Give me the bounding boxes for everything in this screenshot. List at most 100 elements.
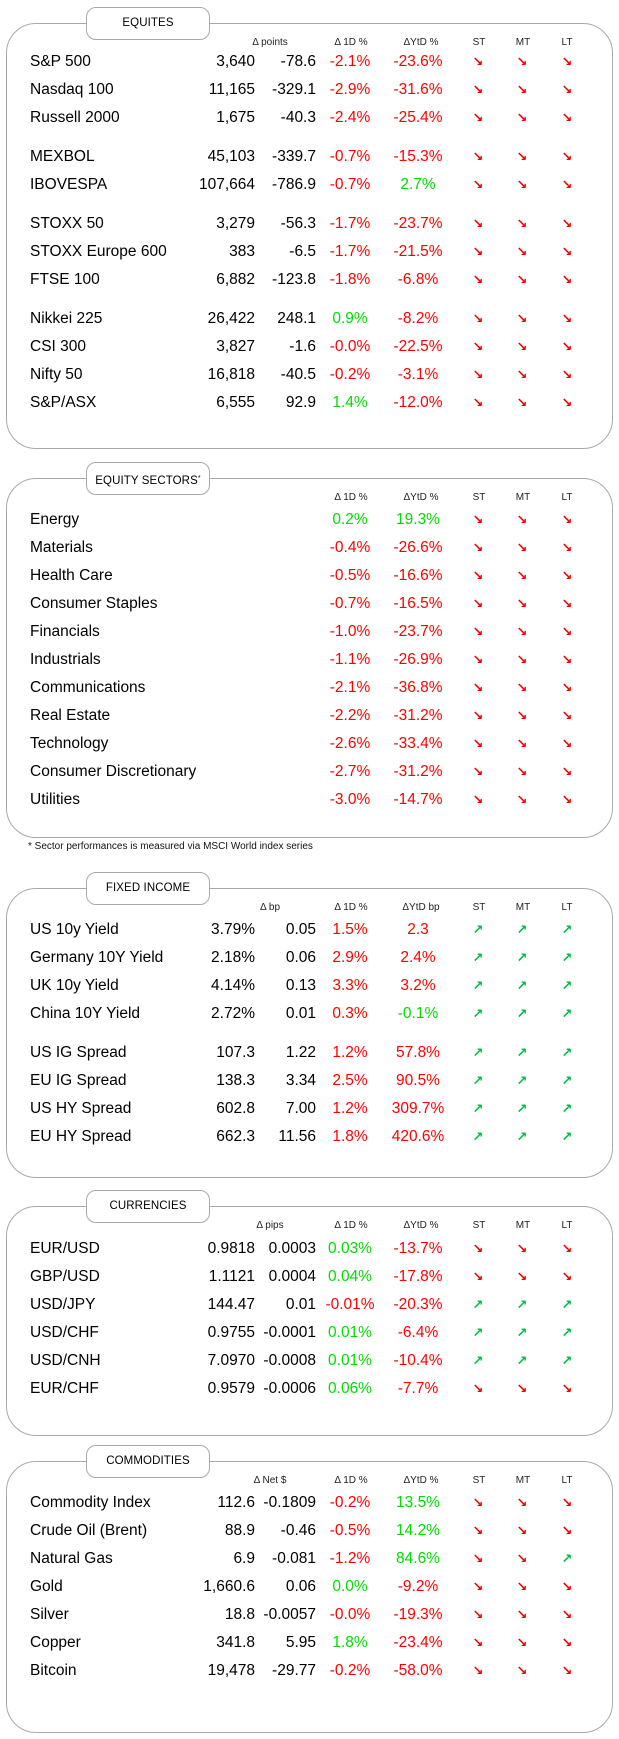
instrument-name: EUR/CHF	[30, 1380, 99, 1397]
trend-up-arrow-icon: ↗	[561, 1045, 573, 1060]
table-row: Utilities -3.0% -14.7% ↘ ↘ ↘	[0, 788, 619, 812]
trend-down-arrow-icon: ↘	[516, 512, 528, 527]
trend-down-arrow-icon: ↘	[516, 1381, 528, 1396]
trend-up-arrow-icon: ↗	[516, 1297, 528, 1312]
trend-down-arrow-icon: ↘	[472, 54, 484, 69]
level-value: 26,422	[207, 310, 255, 327]
trend-down-arrow-icon: ↘	[516, 736, 528, 751]
change-1d: 0.3%	[332, 1005, 368, 1022]
level-value: 6,882	[216, 271, 255, 288]
instrument-name: Nifty 50	[30, 366, 83, 383]
column-headers: Δ bp Δ 1D % ΔYtD bp ST MT LT	[7, 902, 612, 916]
table-row: Communications -2.1% -36.8% ↘ ↘ ↘	[0, 676, 619, 700]
change-1d: -0.5%	[329, 1522, 371, 1539]
table-row: FTSE 100 6,882 -123.8 -1.8% -6.8% ↘ ↘ ↘	[0, 268, 619, 292]
footnote: * Sector performances is measured via MS…	[28, 841, 313, 852]
change-1d: 0.0%	[332, 1578, 368, 1595]
instrument-name: EU HY Spread	[30, 1128, 132, 1145]
change-1d: 0.2%	[332, 511, 368, 528]
change-ytd: -0.1%	[397, 1005, 439, 1022]
change-ytd: -21.5%	[393, 243, 443, 260]
section-title: EQUITY SECTORS*	[86, 462, 210, 495]
trend-down-arrow-icon: ↘	[561, 149, 573, 164]
trend-down-arrow-icon: ↘	[472, 1663, 484, 1678]
change-ytd: -31.2%	[393, 763, 443, 780]
change-1d: 0.01%	[328, 1352, 372, 1369]
level-value: 16,818	[207, 366, 255, 383]
trend-down-arrow-icon: ↘	[516, 708, 528, 723]
level-value: 18.8	[224, 1606, 255, 1623]
trend-up-arrow-icon: ↗	[561, 1006, 573, 1021]
trend-up-arrow-icon: ↗	[516, 978, 528, 993]
trend-down-arrow-icon: ↘	[561, 568, 573, 583]
change-1d: -2.9%	[329, 81, 371, 98]
change-1d: -2.4%	[329, 109, 371, 126]
trend-down-arrow-icon: ↘	[561, 652, 573, 667]
instrument-name: Financials	[30, 623, 100, 640]
change-1d: -1.7%	[329, 215, 371, 232]
instrument-name: STOXX Europe 600	[30, 243, 167, 260]
delta-value: 0.01	[285, 1005, 316, 1022]
fixed-panel: Δ bp Δ 1D % ΔYtD bp ST MT LT	[6, 888, 613, 1178]
delta-value: 11.56	[278, 1128, 316, 1145]
trend-down-arrow-icon: ↘	[516, 1551, 528, 1566]
trend-down-arrow-icon: ↘	[472, 1381, 484, 1396]
delta-value: -0.1809	[263, 1494, 316, 1511]
trend-down-arrow-icon: ↘	[472, 177, 484, 192]
section-title-text: FIXED INCOME	[105, 882, 191, 894]
trend-down-arrow-icon: ↘	[516, 1579, 528, 1594]
trend-down-arrow-icon: ↘	[472, 1579, 484, 1594]
column-header: MT	[515, 37, 531, 48]
change-1d: 3.3%	[332, 977, 368, 994]
instrument-name: Materials	[30, 539, 93, 556]
delta-value: 0.13	[285, 977, 316, 994]
trend-up-arrow-icon: ↗	[516, 1006, 528, 1021]
table-row: STOXX Europe 600 383 -6.5 -1.7% -21.5% ↘ ↘ ↘	[0, 240, 619, 264]
instrument-name: Industrials	[30, 651, 101, 668]
level-value: 19,478	[207, 1662, 255, 1679]
change-1d: -0.0%	[329, 338, 371, 355]
trend-up-arrow-icon: ↗	[561, 1325, 573, 1340]
table-row: Silver 18.8 -0.0057 -0.0% -19.3% ↘ ↘ ↘	[0, 1603, 619, 1627]
column-header: Δ pips	[256, 1220, 284, 1231]
trend-down-arrow-icon: ↘	[472, 512, 484, 527]
change-1d: 0.03%	[328, 1240, 372, 1257]
level-value: 144.47	[207, 1296, 255, 1313]
level-value: 1.1121	[208, 1268, 255, 1285]
change-1d: -2.2%	[329, 707, 371, 724]
delta-value: -6.5	[289, 243, 316, 260]
sectors-panel: Δ 1D % ΔYtD % ST MT LT	[6, 478, 613, 838]
trend-down-arrow-icon: ↘	[561, 1495, 573, 1510]
delta-value: 92.9	[285, 394, 316, 411]
trend-down-arrow-icon: ↘	[561, 1269, 573, 1284]
change-ytd: -7.7%	[397, 1380, 439, 1397]
table-row: EU IG Spread 138.3 3.34 2.5% 90.5% ↗ ↗ ↗	[0, 1069, 619, 1093]
delta-value: -78.6	[280, 53, 316, 70]
change-ytd: -17.8%	[393, 1268, 443, 1285]
table-row: Russell 2000 1,675 -40.3 -2.4% -25.4% ↘ ↘ ↘	[0, 106, 619, 130]
instrument-name: FTSE 100	[30, 271, 100, 288]
change-1d: 1.5%	[332, 921, 368, 938]
trend-up-arrow-icon: ↗	[472, 1006, 484, 1021]
column-header: ST	[472, 492, 486, 503]
change-1d: -0.4%	[329, 539, 371, 556]
trend-down-arrow-icon: ↘	[472, 708, 484, 723]
section-title-text: CURRENCIES	[109, 1200, 187, 1212]
trend-up-arrow-icon: ↗	[472, 1073, 484, 1088]
change-ytd: -36.8%	[393, 679, 443, 696]
column-header: MT	[515, 902, 531, 913]
delta-value: -339.7	[272, 148, 316, 165]
column-header: Δ 1D %	[334, 902, 368, 913]
instrument-name: S&P 500	[30, 53, 91, 70]
trend-up-arrow-icon: ↗	[516, 1073, 528, 1088]
trend-down-arrow-icon: ↘	[472, 311, 484, 326]
delta-value: -29.77	[272, 1662, 316, 1679]
trend-down-arrow-icon: ↘	[472, 792, 484, 807]
trend-down-arrow-icon: ↘	[561, 1663, 573, 1678]
change-ytd: -22.5%	[393, 338, 443, 355]
change-ytd: -26.9%	[393, 651, 443, 668]
column-header: MT	[515, 492, 531, 503]
section-title-superscript: *	[197, 475, 201, 482]
change-1d: 1.2%	[332, 1044, 368, 1061]
trend-up-arrow-icon: ↗	[516, 922, 528, 937]
